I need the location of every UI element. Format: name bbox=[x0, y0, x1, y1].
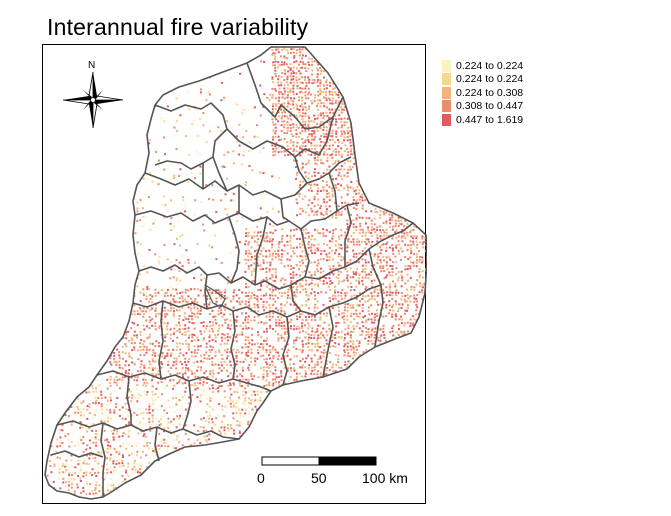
district-line bbox=[154, 102, 228, 170]
district-line bbox=[230, 310, 236, 380]
legend-label: 0.224 to 0.224 bbox=[456, 59, 524, 72]
legend-swatch bbox=[442, 100, 451, 113]
map-canvas bbox=[44, 46, 427, 500]
scale-bar bbox=[261, 456, 377, 466]
legend-label: 0.447 to 1.619 bbox=[456, 113, 524, 126]
legend-swatch bbox=[442, 86, 451, 99]
district-line bbox=[368, 248, 384, 348]
district-line bbox=[144, 156, 352, 200]
legend-label: 0.224 to 0.308 bbox=[456, 86, 524, 99]
district-line bbox=[328, 172, 338, 212]
district-line bbox=[280, 198, 290, 222]
district-line bbox=[56, 420, 240, 440]
district-line bbox=[294, 156, 308, 184]
legend-item: 0.447 to 1.619 bbox=[442, 113, 523, 127]
district-line bbox=[246, 62, 344, 130]
legend-item: 0.224 to 0.224 bbox=[442, 59, 523, 73]
district-line bbox=[182, 380, 192, 430]
legend-swatch bbox=[442, 113, 451, 126]
district-line bbox=[282, 316, 290, 386]
district-line bbox=[138, 222, 414, 290]
district-line bbox=[204, 274, 208, 310]
district-line bbox=[344, 204, 352, 267]
compass-rose-icon bbox=[62, 71, 124, 129]
district-line bbox=[132, 284, 382, 318]
district-line bbox=[100, 422, 106, 497]
district-line bbox=[50, 450, 104, 458]
scale-label-0: 0 bbox=[257, 470, 265, 486]
district-line bbox=[290, 284, 302, 312]
district-line bbox=[254, 216, 268, 286]
scale-bar-black-segment bbox=[318, 456, 377, 466]
district-line bbox=[322, 306, 334, 378]
district-line bbox=[134, 202, 360, 230]
district-line bbox=[154, 426, 160, 462]
map-panel: N 0 50 100 km bbox=[42, 44, 427, 504]
legend-swatch bbox=[442, 59, 451, 72]
legend-label: 0.224 to 0.224 bbox=[456, 73, 524, 86]
map-legend: 0.224 to 0.224 0.224 to 0.224 0.224 to 0.3… bbox=[442, 59, 523, 127]
north-label: N bbox=[88, 60, 96, 71]
estuary-outline bbox=[204, 284, 226, 308]
legend-item: 0.308 to 0.447 bbox=[442, 100, 523, 114]
district-line bbox=[226, 116, 334, 158]
district-line bbox=[228, 216, 240, 284]
legend-swatch bbox=[442, 73, 451, 86]
district-line bbox=[300, 228, 310, 278]
scale-bar-white-segment bbox=[261, 456, 320, 466]
legend-item: 0.224 to 0.308 bbox=[442, 86, 523, 100]
district-boundaries bbox=[44, 46, 427, 500]
legend-item: 0.224 to 0.224 bbox=[442, 73, 523, 87]
scale-label-100km: 100 km bbox=[362, 470, 408, 486]
map-title: Interannual fire variability bbox=[47, 14, 309, 40]
district-line bbox=[158, 300, 164, 380]
scale-label-50: 50 bbox=[311, 470, 327, 486]
legend-label: 0.308 to 0.447 bbox=[456, 100, 524, 113]
district-line bbox=[212, 156, 228, 192]
district-line bbox=[126, 376, 132, 425]
